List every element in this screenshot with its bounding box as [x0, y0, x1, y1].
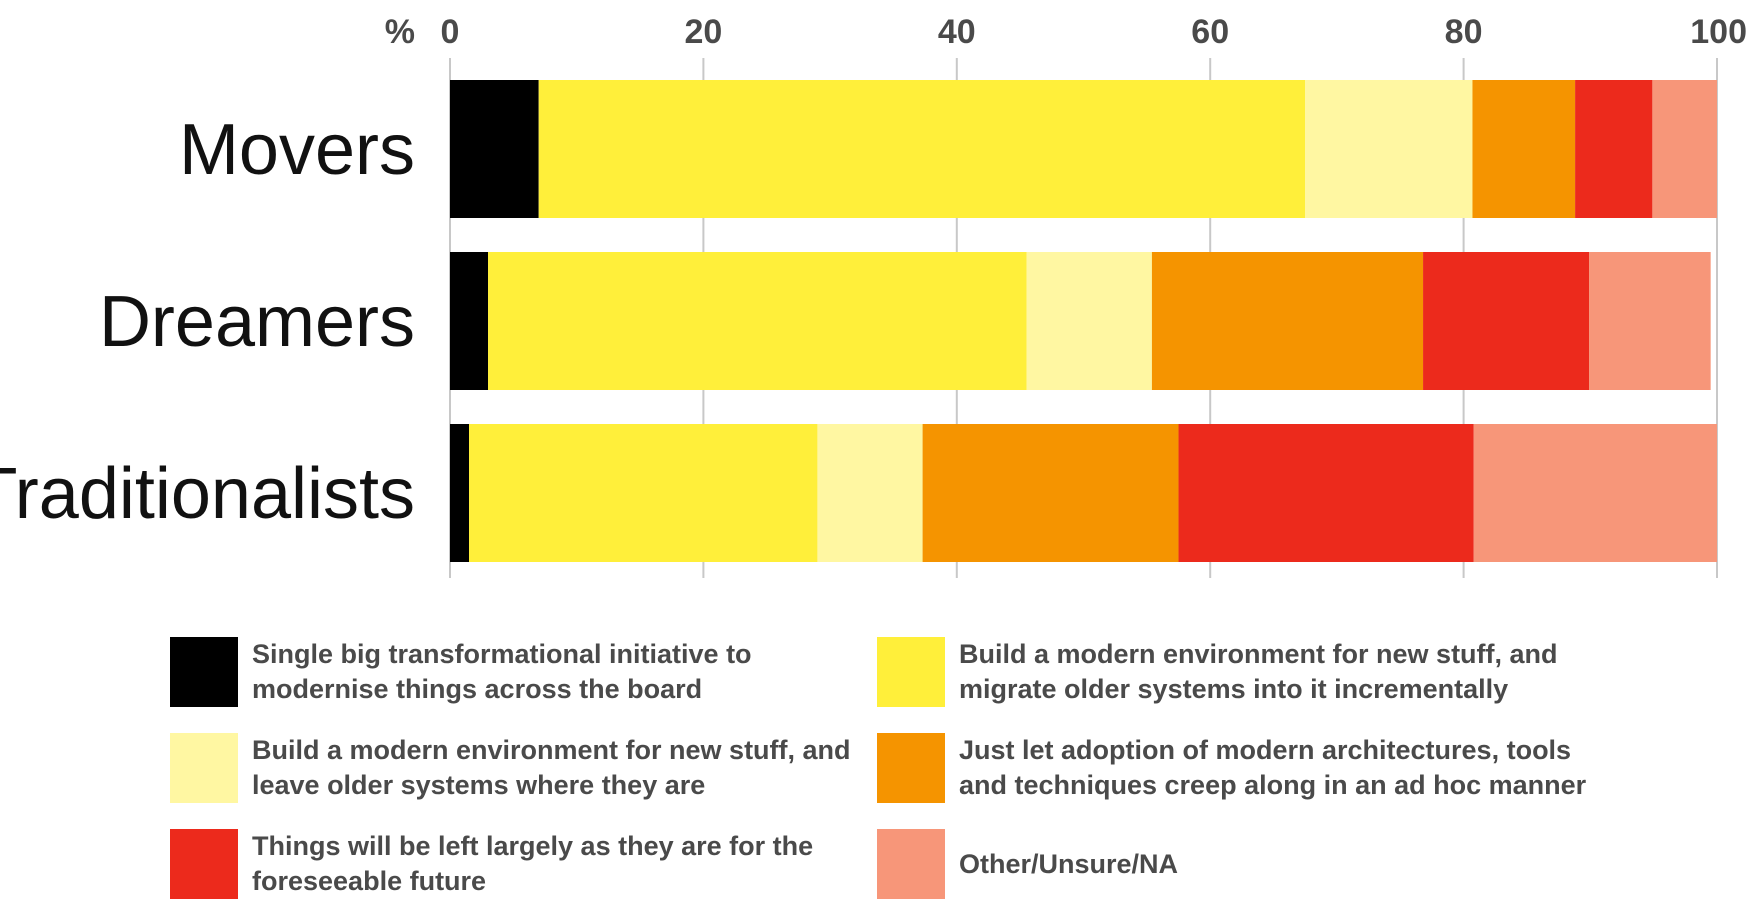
x-tick-label: 40	[938, 13, 976, 51]
bar-segment	[1589, 252, 1711, 390]
legend-label: Just let adoption of modern architecture…	[959, 733, 1586, 803]
bar-segment	[1472, 80, 1576, 218]
legend-swatch-red	[170, 829, 238, 899]
category-label: Dreamers	[99, 282, 415, 362]
bars	[450, 80, 1717, 562]
legend-swatch-orange	[877, 733, 945, 803]
legend-label-line: migrate older systems into it incrementa…	[959, 674, 1509, 704]
legend-label-line: Other/Unsure/NA	[959, 848, 1179, 879]
bar-segment	[450, 80, 539, 218]
bar-segment	[1423, 252, 1590, 390]
legend-swatch-black	[170, 637, 238, 707]
bar-segment	[1652, 80, 1717, 218]
x-tick-label: 80	[1445, 13, 1483, 51]
legend-label-line: and techniques creep along in an ad hoc …	[959, 770, 1587, 800]
legend-label-line: Single big transformational initiative t…	[252, 639, 752, 669]
bar-segment	[1178, 424, 1474, 562]
legend-label-line: foreseeable future	[252, 866, 487, 896]
legend-label: Things will be left largely as they are …	[252, 829, 813, 899]
x-tick-label: 0	[441, 13, 460, 51]
legend-item-single-initiative: Single big transformational initiative t…	[170, 637, 752, 707]
bar-segment	[817, 424, 923, 562]
legend-swatch-salmon	[877, 829, 945, 899]
legend-item-ad-hoc: Just let adoption of modern architecture…	[877, 733, 1586, 803]
bar-segment	[1575, 80, 1653, 218]
bar-segment	[1151, 252, 1424, 390]
legend-label: Other/Unsure/NA	[959, 847, 1178, 882]
legend-label: Build a modern environment for new stuff…	[959, 637, 1558, 707]
legend-label-line: Build a modern environment for new stuff…	[252, 735, 851, 765]
legend-label: Build a modern environment for new stuff…	[252, 733, 851, 803]
bar-segment	[1473, 424, 1717, 562]
legend-item-other: Other/Unsure/NA	[877, 829, 1178, 899]
legend-label: Single big transformational initiative t…	[252, 637, 752, 707]
legend-swatch-pale-yellow	[170, 733, 238, 803]
legend-item-leave-older-systems: Build a modern environment for new stuff…	[170, 733, 851, 803]
category-label: Movers	[179, 110, 415, 190]
bar-segment	[469, 424, 818, 562]
bar-segment	[1026, 252, 1152, 390]
category-labels: Movers Dreamers Traditionalists	[0, 110, 415, 534]
legend-label-line: Build a modern environment for new stuff…	[959, 639, 1558, 669]
x-tick-label: 20	[684, 13, 722, 51]
bar-segment	[538, 80, 1306, 218]
x-axis-ticks: 0 20 40 60 80 100	[441, 13, 1747, 51]
axis-unit-label: %	[385, 13, 415, 51]
bar-segment	[488, 252, 1027, 390]
x-tick-label: 60	[1191, 13, 1229, 51]
legend-item-migrate-incrementally: Build a modern environment for new stuff…	[877, 637, 1558, 707]
x-tick-label: 100	[1690, 13, 1747, 51]
legend-label-line: Just let adoption of modern architecture…	[959, 735, 1572, 765]
category-label: Traditionalists	[0, 454, 415, 534]
bar-segment	[450, 252, 489, 390]
bar-segment	[450, 424, 470, 562]
bar-segment	[922, 424, 1179, 562]
legend-label-line: modernise things across the board	[252, 674, 703, 704]
bar-segment	[1305, 80, 1473, 218]
legend: Single big transformational initiative t…	[170, 630, 1730, 899]
stacked-bar-chart: % 0 20 40 60 80 100 Movers Dreamers Traditional…	[0, 13, 1747, 578]
legend-swatch-yellow	[877, 637, 945, 707]
legend-item-left-as-is: Things will be left largely as they are …	[170, 829, 813, 899]
legend-label-line: leave older systems where they are	[252, 770, 706, 800]
legend-label-line: Things will be left largely as they are …	[252, 831, 814, 861]
